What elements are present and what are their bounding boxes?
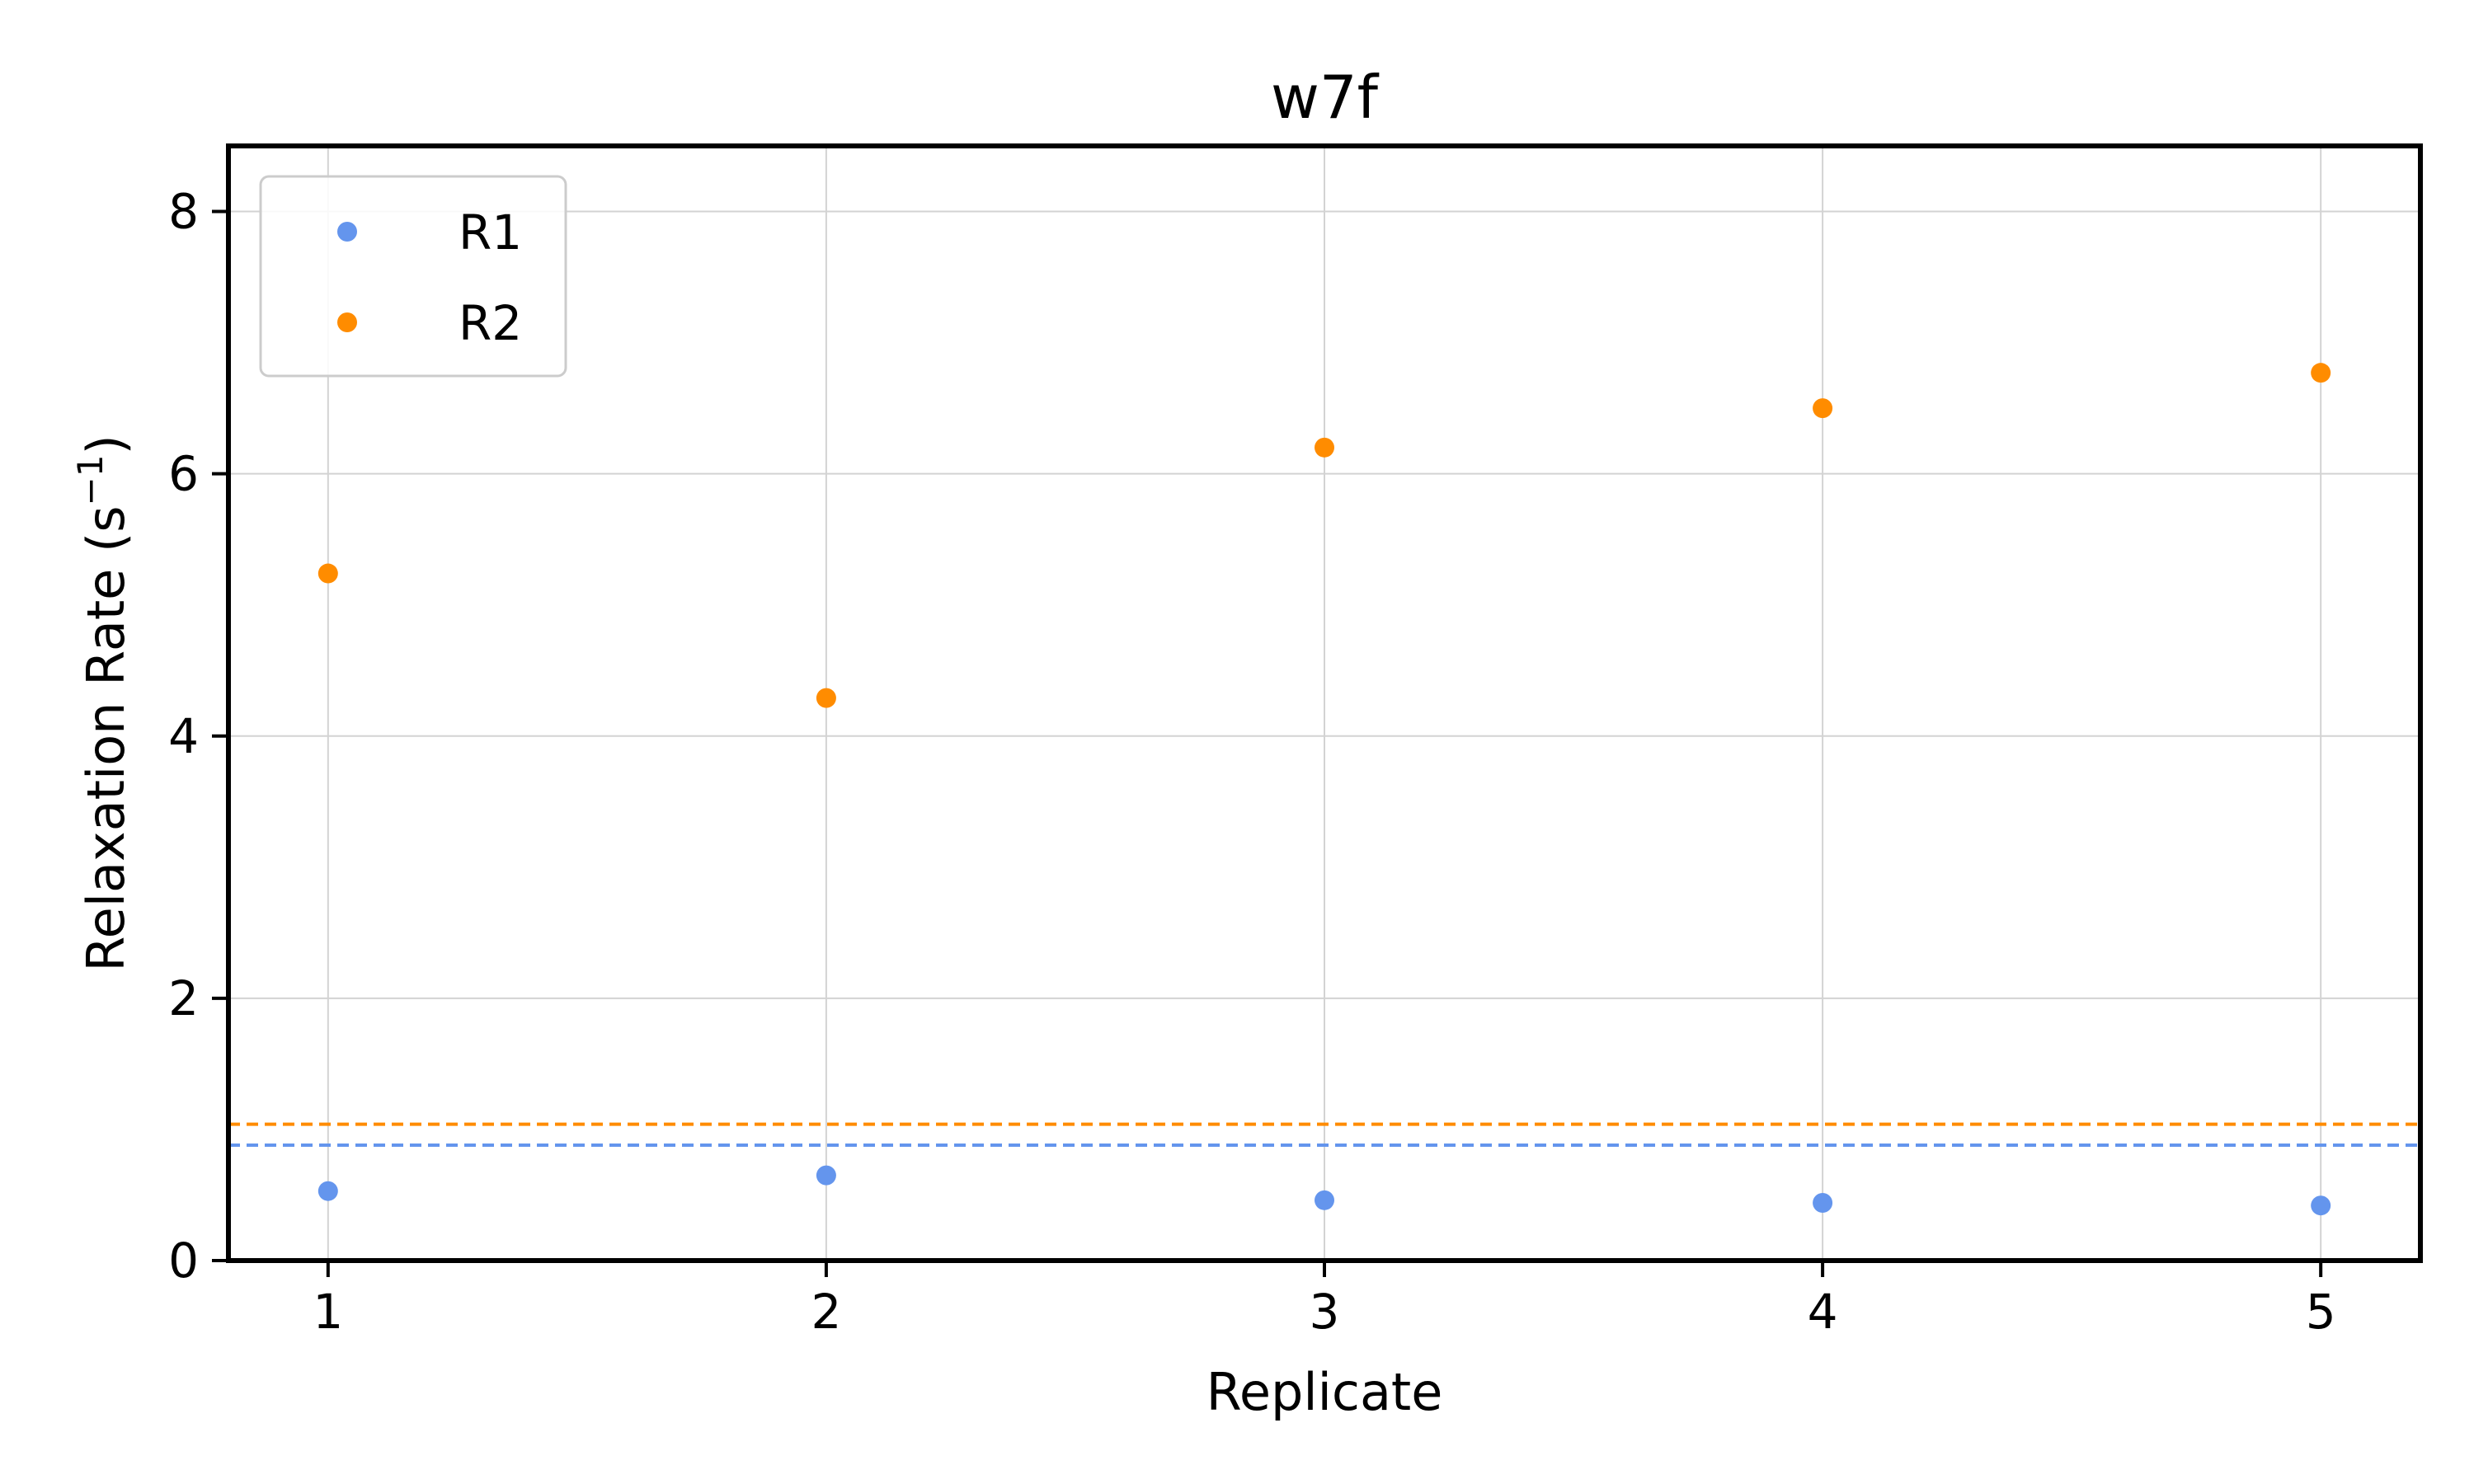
data-point-r1 — [816, 1165, 836, 1186]
x-tick-label: 4 — [1808, 1284, 1838, 1340]
x-tick-label: 5 — [2306, 1284, 2336, 1340]
legend-marker-r2 — [337, 312, 357, 332]
data-point-r1 — [1315, 1190, 1334, 1210]
data-point-r1 — [317, 1181, 338, 1201]
y-tick-label: 4 — [168, 708, 199, 764]
x-tick-label: 3 — [1310, 1284, 1340, 1340]
y-tick-label: 0 — [168, 1233, 199, 1289]
legend-box — [259, 175, 567, 378]
data-points — [317, 363, 2331, 1216]
data-point-r2 — [317, 563, 338, 584]
legend: R1 R2 — [259, 175, 567, 378]
y-tick-label: 2 — [168, 970, 199, 1026]
x-tick-label: 2 — [811, 1284, 841, 1340]
legend-label-r1: R1 — [459, 204, 522, 261]
data-point-r2 — [1315, 437, 1334, 458]
data-point-r1 — [1813, 1193, 1833, 1214]
y-tick-label: 6 — [168, 446, 199, 502]
x-axis-label: Replicate — [1206, 1362, 1443, 1422]
axis-ticks: 1 2 3 4 5 0 2 4 6 8 — [168, 184, 2336, 1340]
x-tick-label: 1 — [313, 1284, 343, 1340]
data-point-r2 — [2311, 363, 2331, 383]
y-axis-label-close: ) — [76, 434, 136, 454]
data-point-r2 — [1813, 398, 1833, 419]
data-point-r2 — [816, 688, 836, 708]
data-point-r1 — [2311, 1195, 2331, 1216]
chart-title: w7f — [1271, 63, 1380, 132]
y-axis-label-superscript: −1 — [70, 455, 111, 506]
legend-label-r2: R2 — [459, 295, 522, 351]
y-tick-label: 8 — [168, 184, 199, 240]
y-axis-label: Relaxation Rate (s−1) — [70, 434, 136, 971]
y-axis-label-main: Relaxation Rate (s — [76, 505, 136, 971]
legend-marker-r1 — [337, 222, 357, 242]
reference-lines — [228, 1122, 2420, 1148]
